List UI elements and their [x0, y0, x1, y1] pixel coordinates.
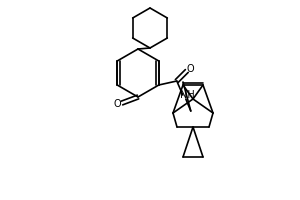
Text: O: O [187, 64, 195, 74]
Text: NH: NH [180, 90, 195, 100]
Text: O: O [113, 99, 121, 109]
